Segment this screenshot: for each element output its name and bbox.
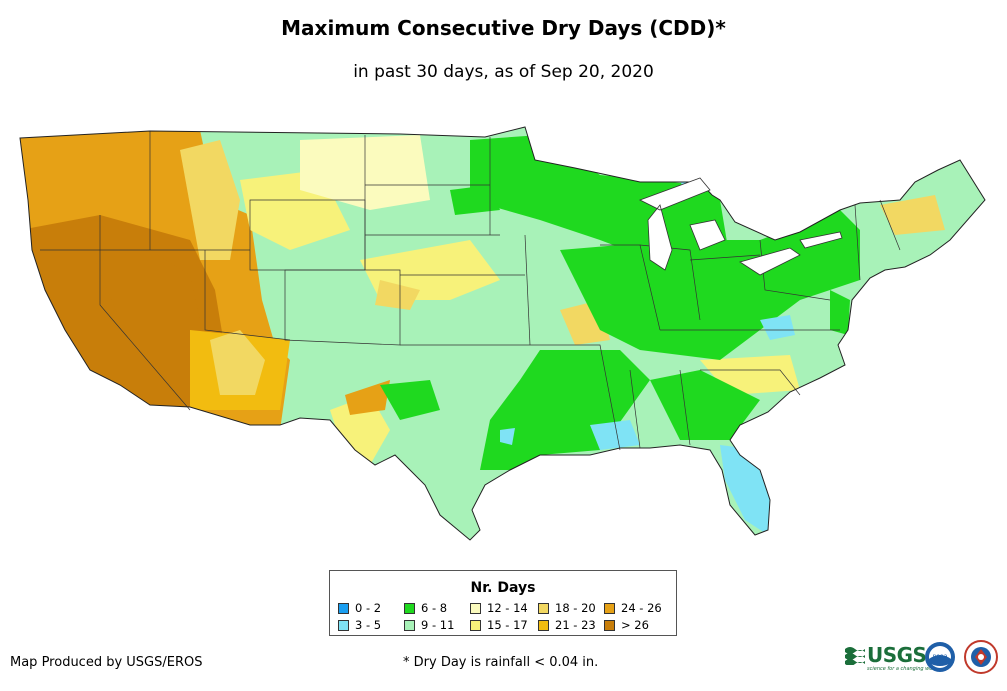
legend-label: > 26 (621, 618, 649, 632)
map-title: Maximum Consecutive Dry Days (CDD)* (281, 16, 726, 40)
legend-label: 18 - 20 (555, 601, 596, 615)
great-lakes (638, 177, 843, 276)
legend-swatch (470, 602, 481, 614)
legend-swatch (470, 619, 481, 631)
legend-swatch (338, 602, 349, 614)
state-boundaries (40, 131, 901, 451)
legend-item: 18 - 20 (538, 601, 604, 615)
noaa-text: noaa (933, 653, 948, 660)
conus-cdd-map (19, 126, 986, 541)
legend-item: 21 - 23 (538, 618, 604, 632)
legend-swatch (404, 602, 415, 614)
legend-item: 9 - 11 (404, 618, 470, 632)
noaa-logo: noaa (925, 642, 955, 672)
map-subtitle: in past 30 days, as of Sep 20, 2020 (353, 62, 654, 82)
usgs-tagline: science for a changing world (867, 666, 939, 672)
legend-label: 3 - 5 (355, 618, 382, 632)
legend-item: 3 - 5 (338, 618, 404, 632)
legend-item: 15 - 17 (470, 618, 538, 632)
legend-item: 12 - 14 (470, 601, 538, 615)
legend-item: 6 - 8 (404, 601, 470, 615)
legend-label: 24 - 26 (621, 601, 662, 615)
legend-label: 12 - 14 (487, 601, 528, 615)
legend-swatch (604, 619, 615, 631)
legend-label: 21 - 23 (555, 618, 596, 632)
legend-title: Nr. Days (470, 580, 536, 596)
producer-credit: Map Produced by USGS/EROS (10, 655, 203, 670)
legend-swatch (604, 602, 615, 614)
legend-grid: 0 - 2 6 - 8 12 - 14 18 - 20 24 - 26 3 - … (338, 601, 670, 632)
usgs-logo: USGS science for a changing world (845, 643, 939, 672)
nws-logo (964, 640, 998, 674)
cdd-shading (20, 127, 985, 540)
legend-swatch (538, 602, 549, 614)
legend-item: 0 - 2 (338, 601, 404, 615)
usgs-wordmark: USGS (867, 643, 927, 667)
legend: Nr. Days 0 - 2 6 - 8 12 - 14 18 - 20 24 … (329, 570, 677, 636)
usgs-wave-icon (845, 647, 865, 665)
legend-label: 0 - 2 (355, 601, 382, 615)
conus-outline (19, 126, 986, 541)
legend-swatch (538, 619, 549, 631)
dry-day-note: * Dry Day is rainfall < 0.04 in. (403, 655, 599, 670)
legend-label: 15 - 17 (487, 618, 528, 632)
legend-label: 9 - 11 (421, 618, 455, 632)
legend-label: 6 - 8 (421, 601, 448, 615)
legend-item: 24 - 26 (604, 601, 670, 615)
legend-item: > 26 (604, 618, 670, 632)
legend-swatch (404, 619, 415, 631)
legend-swatch (338, 619, 349, 631)
